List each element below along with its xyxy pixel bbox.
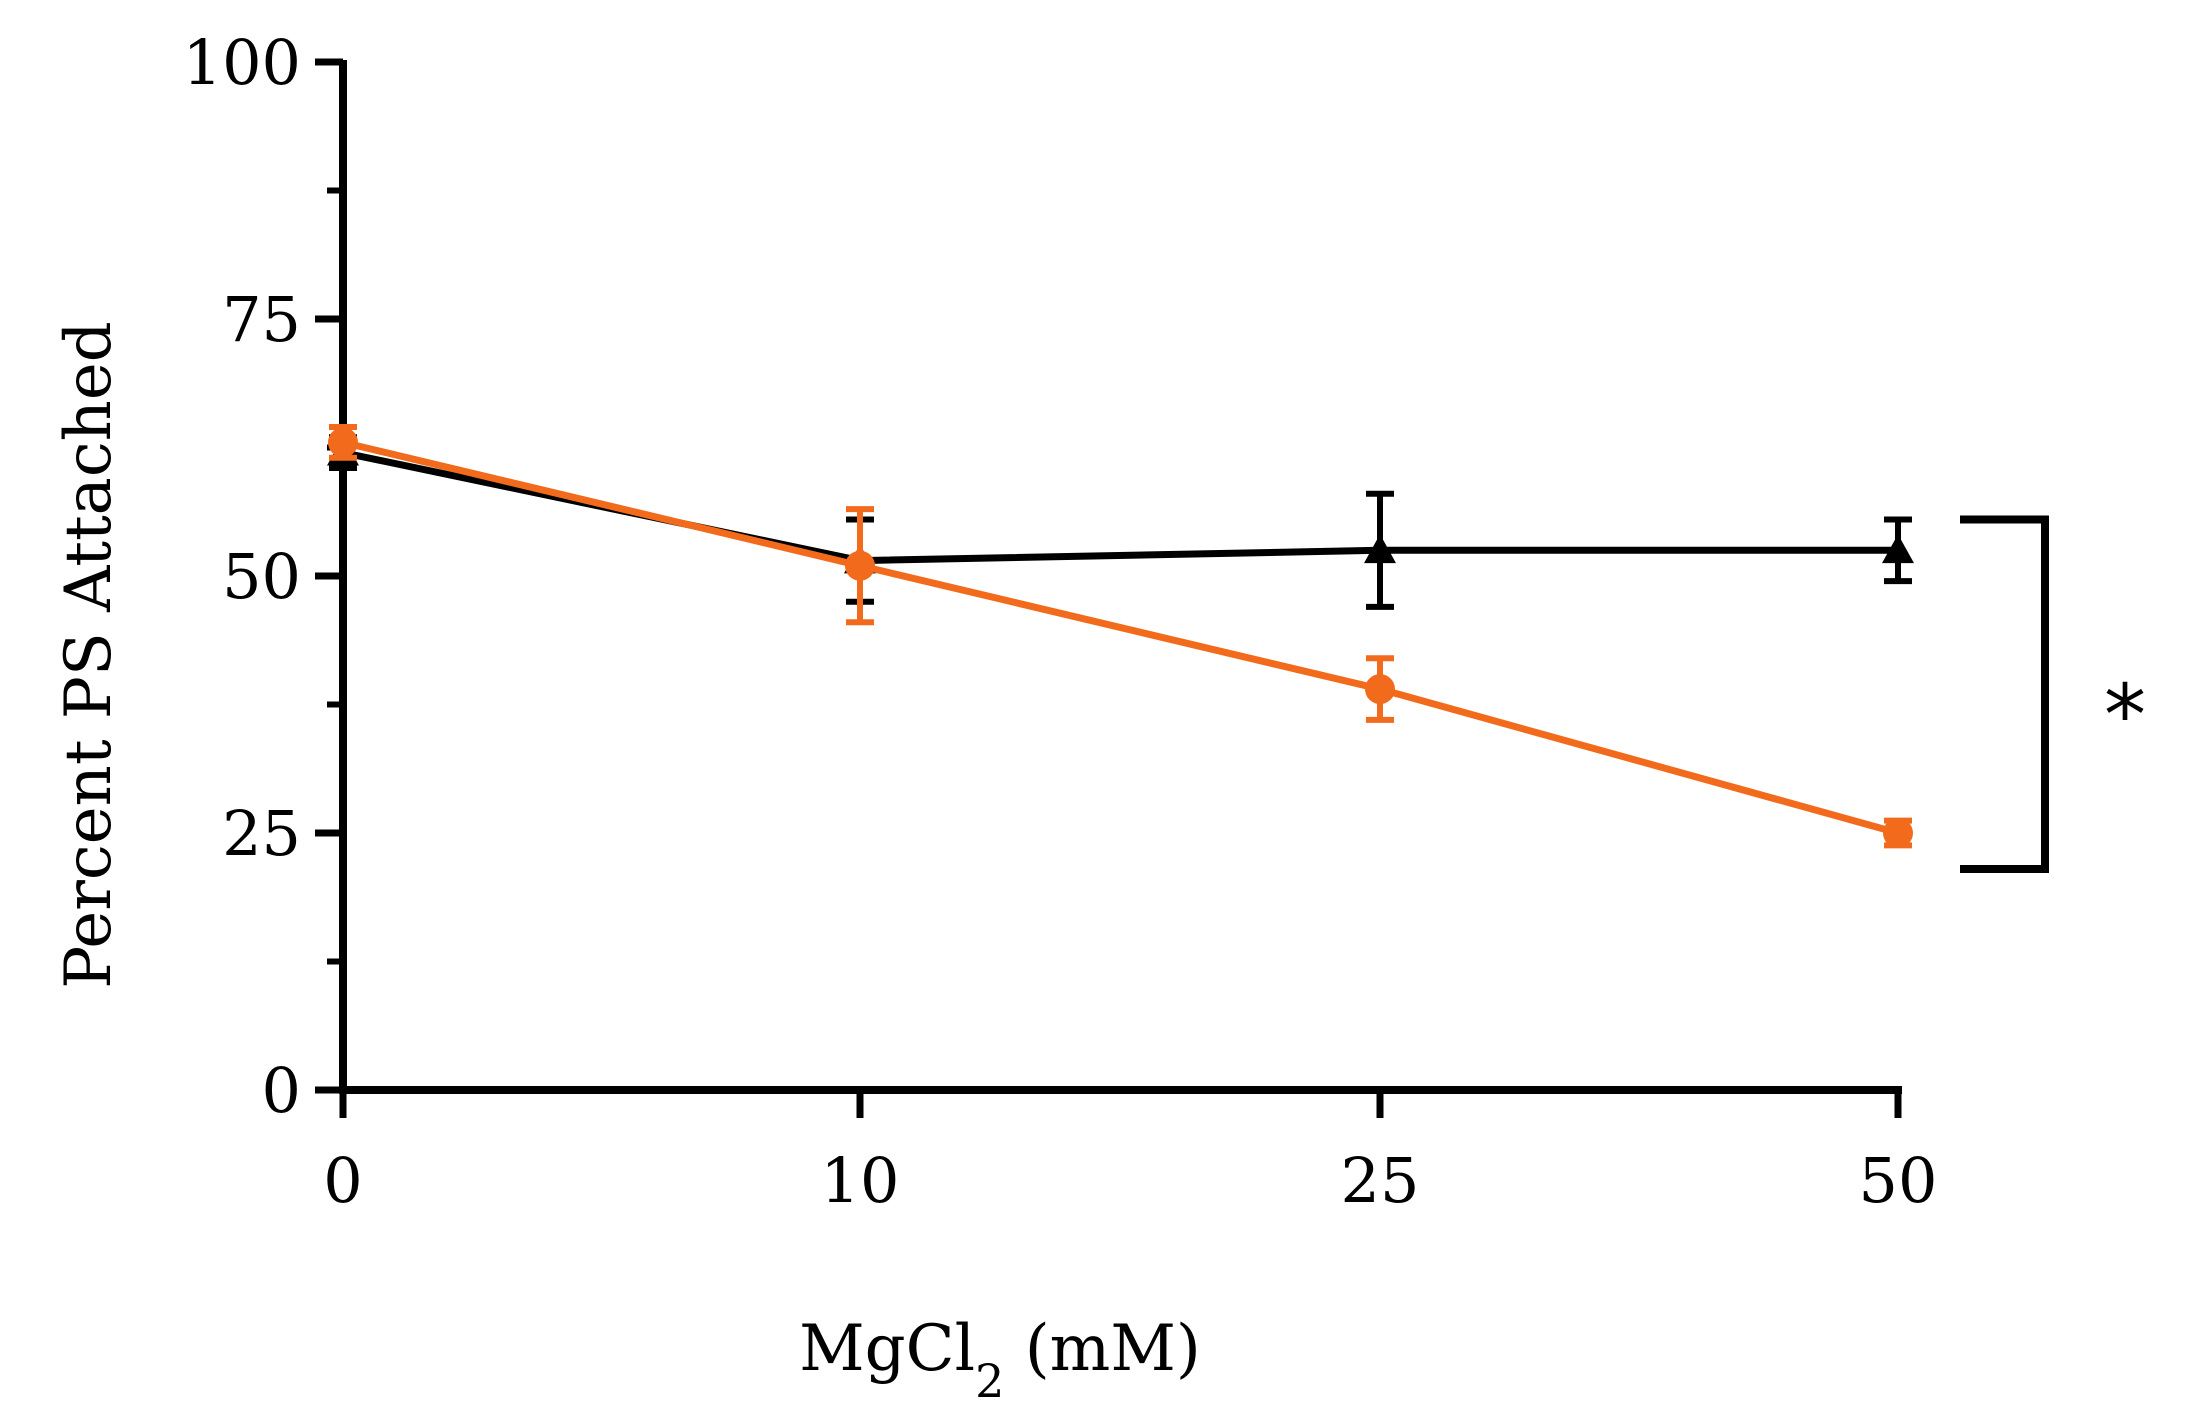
series-1	[328, 423, 1913, 849]
axes: 0 25 50 75 100 0 10 25 50	[183, 26, 1938, 1217]
x-axis-label-subscript: 2	[975, 1354, 1004, 1405]
x-tick-label-10: 10	[821, 1144, 900, 1217]
y-tick-label-50: 50	[222, 540, 301, 613]
significance-marker-0: *	[2104, 666, 2146, 764]
series-0-point-2	[1364, 534, 1396, 564]
series-1-line	[342, 438, 1899, 837]
x-axis-label: MgCl2 (mM)	[799, 1312, 1201, 1405]
y-tick-label-25: 25	[222, 797, 301, 870]
x-tick-label-25: 25	[1341, 1144, 1420, 1217]
y-tick-label-75: 75	[222, 283, 301, 356]
series-1-point-0	[328, 427, 358, 458]
annotations: *	[1960, 515, 2146, 873]
series-layer	[327, 423, 1914, 849]
series-1-point-2	[1365, 674, 1395, 705]
x-axis-label-main: MgCl	[799, 1312, 975, 1386]
series-0-line	[342, 449, 1898, 565]
y-tick-label-100: 100	[183, 26, 301, 99]
x-tick-label-0: 0	[323, 1144, 362, 1217]
significance-bracket-0	[1960, 515, 2049, 873]
series-0	[327, 434, 1914, 610]
series-1-point-3	[1883, 818, 1913, 848]
x-axis-label-unit: (mM)	[1004, 1312, 1201, 1386]
x-tick-label-50: 50	[1859, 1144, 1938, 1217]
series-0-point-3	[1882, 534, 1914, 564]
series-1-point-1	[845, 550, 875, 581]
y-tick-label-0: 0	[262, 1054, 301, 1127]
y-axis-label: Percent PS Attached	[52, 321, 126, 989]
